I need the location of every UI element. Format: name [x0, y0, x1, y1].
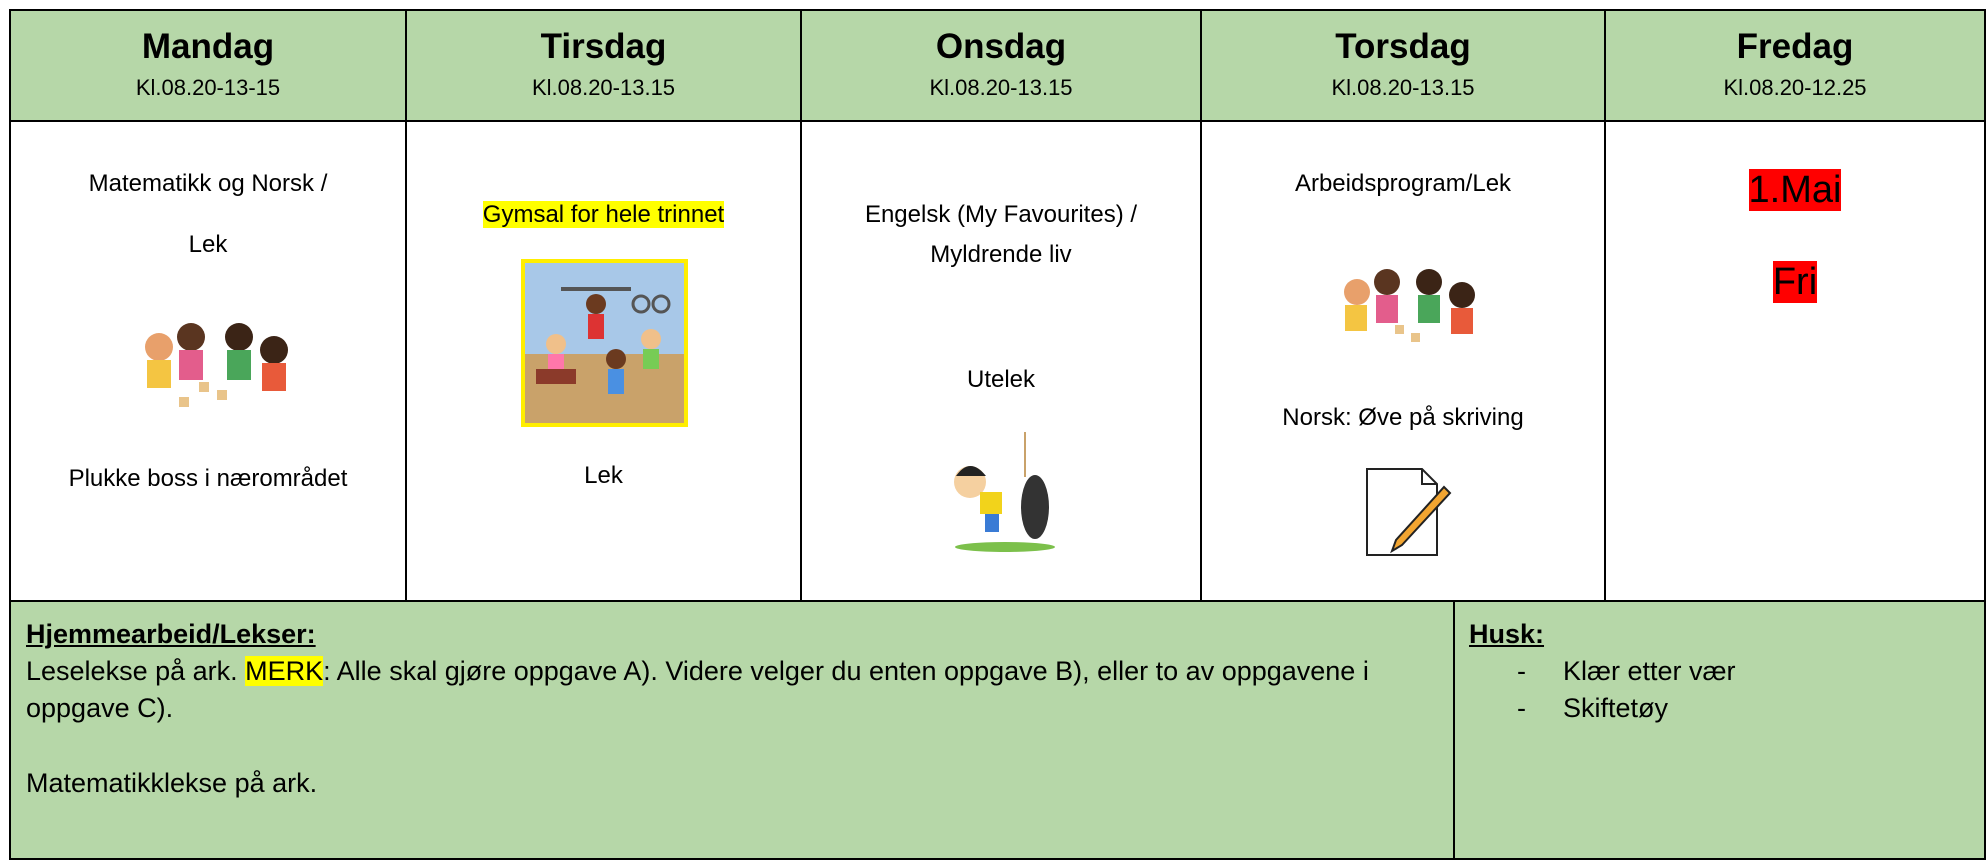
- day-cell: Engelsk (My Favourites) / Myldrende liv …: [800, 120, 1202, 602]
- pencil-paper-icon: [1366, 468, 1452, 556]
- day-cell: Matematikk og Norsk / Lek Plukke boss i …: [9, 120, 407, 602]
- item: Fri: [1606, 259, 1984, 305]
- day-time: Kl.08.20-13.15: [531, 75, 676, 100]
- day-cell: Arbeidsprogram/Lek Norsk: Øve på skrivin…: [1200, 120, 1606, 602]
- day-name: Fredag: [1736, 27, 1854, 66]
- swing-illustration: [954, 432, 1055, 552]
- day-time: Kl.08.20-13.15: [929, 75, 1073, 100]
- homework-text: Leselekse på ark. MERK: Alle skal gjøre …: [26, 653, 1446, 727]
- homework-text: Matematikklekse på ark.: [26, 768, 318, 798]
- day-name: Mandag: [141, 27, 275, 66]
- bullet: -: [1517, 656, 1526, 686]
- header-cell: Tirsdag Kl.08.20-13.15: [405, 9, 802, 122]
- header-cell: Onsdag Kl.08.20-13.15: [800, 9, 1202, 122]
- bullet: -: [1517, 693, 1526, 723]
- list-item: Klær etter vær: [1563, 656, 1736, 686]
- highlighted-text: 1.Mai: [1748, 169, 1842, 211]
- item: Utelek: [966, 366, 1036, 393]
- item: Lek: [188, 231, 228, 258]
- text: Leselekse på ark.: [26, 656, 238, 686]
- header-cell: Mandag Kl.08.20-13-15: [9, 9, 407, 122]
- day-name: Tirsdag: [540, 27, 667, 66]
- day-time: Kl.08.20-13-15: [135, 75, 281, 100]
- day-time: Kl.08.20-13.15: [1331, 75, 1475, 100]
- day-cell: Gymsal for hele trinnet Lek: [405, 120, 802, 602]
- kids-illustration: [145, 323, 288, 407]
- text: : Alle skal gjøre oppgave A). Videre vel…: [26, 656, 1369, 723]
- item: Gymsal for hele trinnet: [407, 201, 800, 229]
- day-time: Kl.08.20-12.25: [1723, 75, 1867, 100]
- item: Myldrende liv: [930, 241, 1072, 268]
- homework-cell: Hjemmearbeid/Lekser: Leselekse på ark. M…: [9, 600, 1455, 860]
- gym-illustration: [521, 259, 688, 427]
- day-name: Onsdag: [935, 27, 1067, 66]
- homework-title: Hjemmearbeid/Lekser:: [26, 619, 316, 649]
- day-name: Torsdag: [1335, 27, 1471, 66]
- item: Plukke boss i nærområdet: [68, 465, 348, 492]
- highlighted-text: Gymsal for hele trinnet: [482, 201, 725, 228]
- kids-illustration: [1344, 269, 1475, 342]
- day-cell: 1.Mai Fri: [1604, 120, 1986, 602]
- header-cell: Torsdag Kl.08.20-13.15: [1200, 9, 1606, 122]
- list-item: Skiftetøy: [1563, 693, 1669, 723]
- item: Lek: [584, 462, 623, 489]
- header-cell: Fredag Kl.08.20-12.25: [1604, 9, 1986, 122]
- highlighted-text: Fri: [1772, 261, 1818, 303]
- remember-cell: Husk: - Klær etter vær - Skiftetøy: [1453, 600, 1986, 860]
- item: Arbeidsprogram/Lek: [1294, 170, 1512, 197]
- item: Matematikk og Norsk /: [88, 170, 328, 197]
- item: Norsk: Øve på skriving: [1282, 404, 1524, 431]
- item: Engelsk (My Favourites) /: [864, 201, 1138, 228]
- item: 1.Mai: [1606, 167, 1984, 213]
- highlighted-text: MERK: [245, 656, 324, 686]
- remember-title: Husk:: [1469, 619, 1545, 649]
